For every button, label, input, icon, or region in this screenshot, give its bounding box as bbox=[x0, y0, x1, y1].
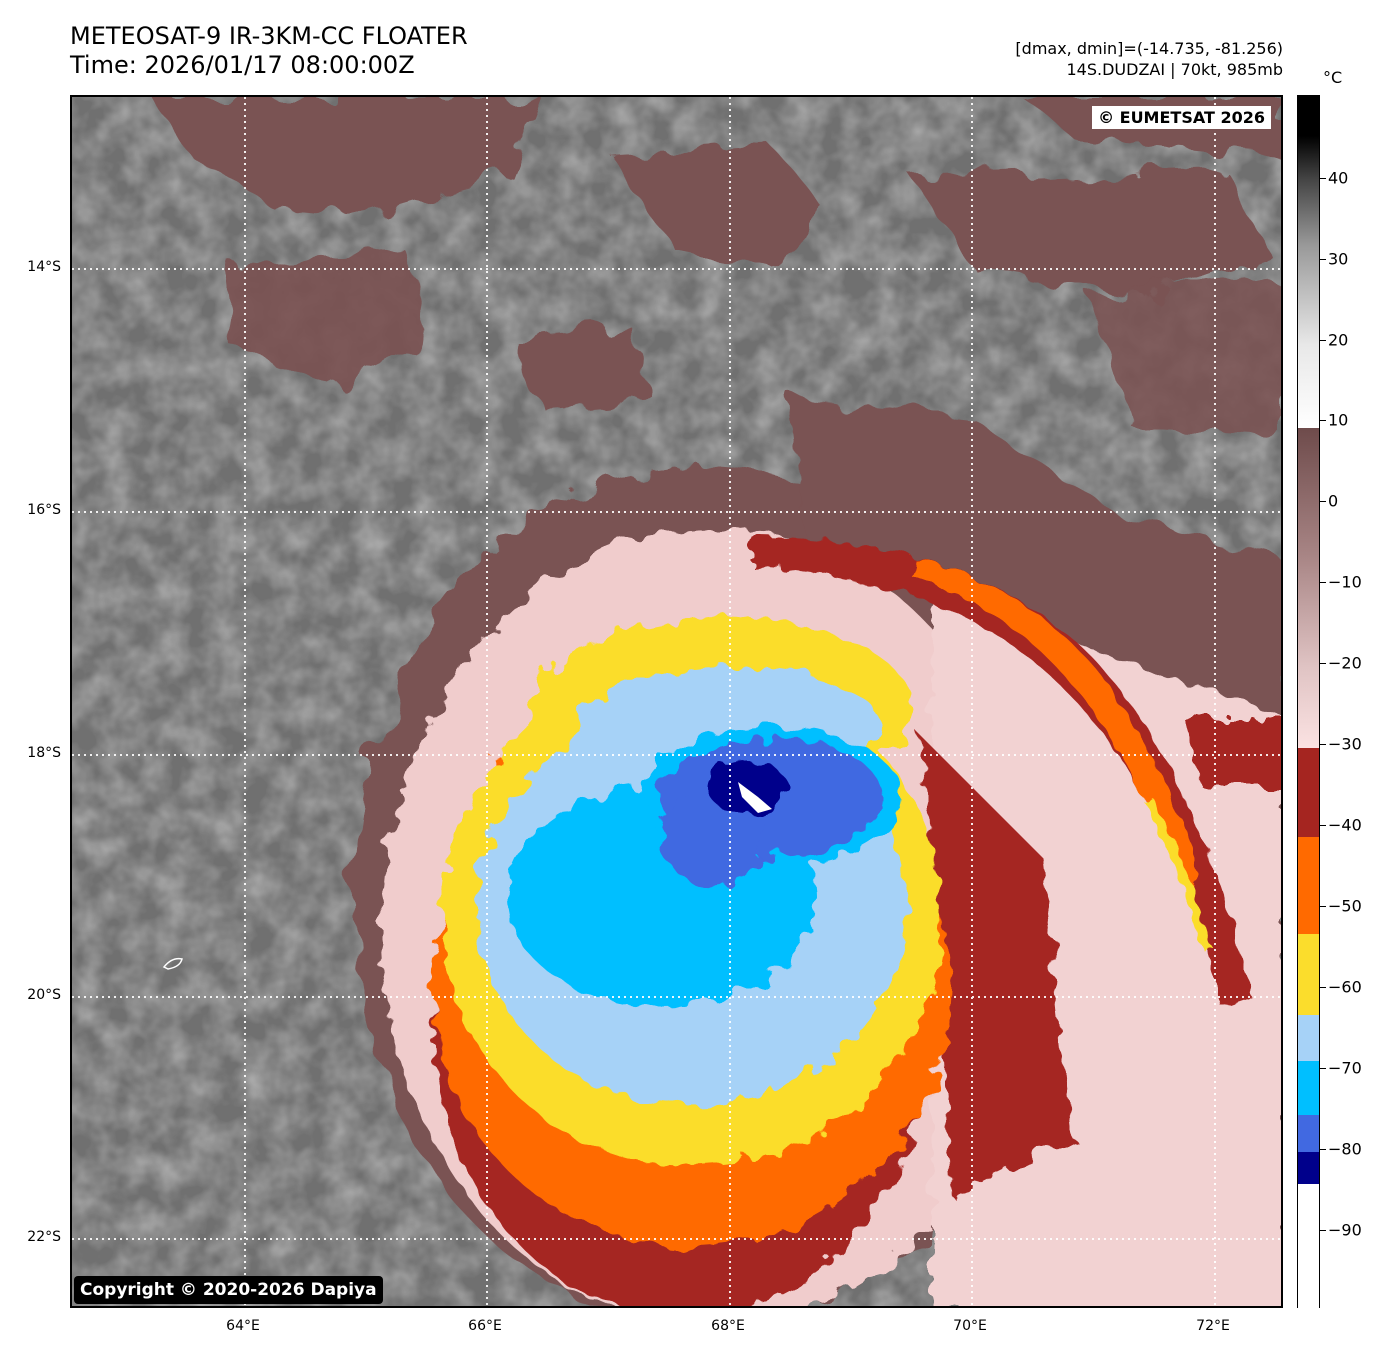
colorbar-label: 30 bbox=[1328, 249, 1349, 269]
title-line-2: Time: 2026/01/17 08:00:00Z bbox=[70, 51, 415, 79]
lon-tick: 70°E bbox=[953, 1318, 987, 1334]
colorbar-orange-segment bbox=[1298, 837, 1319, 934]
colorbar-sky-segment bbox=[1298, 1061, 1319, 1115]
colorbar-label: −70 bbox=[1328, 1058, 1362, 1078]
colorbar-label: −80 bbox=[1328, 1139, 1362, 1159]
colorbar-label: −50 bbox=[1328, 896, 1362, 916]
colorbar bbox=[1297, 95, 1320, 1309]
chart-title: METEOSAT-9 IR-3KM-CC FLOATER Time: 2026/… bbox=[70, 22, 468, 80]
colorbar-label: 40 bbox=[1328, 168, 1349, 188]
range-text: [dmax, dmin]=(-14.735, -81.256) bbox=[1015, 39, 1283, 58]
colorbar-gray-segment bbox=[1298, 96, 1319, 428]
colorbar-lightblue-segment bbox=[1298, 1015, 1319, 1061]
colorbar-navy-segment bbox=[1298, 1152, 1319, 1184]
colorbar-label: −30 bbox=[1328, 734, 1362, 754]
gridlines bbox=[72, 97, 1281, 1306]
colorbar-pink-segment bbox=[1298, 428, 1319, 748]
storm-info: [dmax, dmin]=(-14.735, -81.256) 14S.DUDZ… bbox=[1015, 38, 1283, 80]
lat-tick: 18°S bbox=[27, 745, 61, 761]
colorbar-label: −60 bbox=[1328, 977, 1362, 997]
copyright-credit: Copyright © 2020-2026 Dapiya bbox=[74, 1276, 383, 1304]
colorbar-unit: °C bbox=[1323, 68, 1343, 87]
lat-tick: 20°S bbox=[27, 987, 61, 1003]
colorbar-label: −90 bbox=[1328, 1220, 1362, 1240]
colorbar-label: −40 bbox=[1328, 815, 1362, 835]
lat-tick: 16°S bbox=[27, 502, 61, 518]
colorbar-white-segment bbox=[1298, 1184, 1319, 1309]
lon-tick: 66°E bbox=[468, 1318, 502, 1334]
lat-tick: 22°S bbox=[27, 1229, 61, 1245]
colorbar-blue-segment bbox=[1298, 1115, 1319, 1152]
storm-text: 14S.DUDZAI | 70kt, 985mb bbox=[1066, 60, 1284, 79]
colorbar-label: 20 bbox=[1328, 330, 1349, 350]
title-line-1: METEOSAT-9 IR-3KM-CC FLOATER bbox=[70, 22, 468, 50]
satellite-imagery bbox=[72, 97, 1281, 1306]
colorbar-yellow-segment bbox=[1298, 934, 1319, 1015]
colorbar-label: 10 bbox=[1328, 410, 1349, 430]
lon-tick: 68°E bbox=[711, 1318, 745, 1334]
lat-tick: 14°S bbox=[27, 259, 61, 275]
lon-tick: 64°E bbox=[226, 1318, 260, 1334]
colorbar-label: −20 bbox=[1328, 653, 1362, 673]
lon-tick: 72°E bbox=[1196, 1318, 1230, 1334]
eumetsat-credit: © EUMETSAT 2026 bbox=[1092, 106, 1271, 129]
satellite-map[interactable]: © EUMETSAT 2026 Copyright © 2020-2026 Da… bbox=[70, 95, 1283, 1308]
colorbar-darkred-segment bbox=[1298, 748, 1319, 837]
colorbar-label: −10 bbox=[1328, 572, 1362, 592]
colorbar-label: 0 bbox=[1328, 491, 1339, 511]
outer-rainband bbox=[752, 537, 1281, 1007]
